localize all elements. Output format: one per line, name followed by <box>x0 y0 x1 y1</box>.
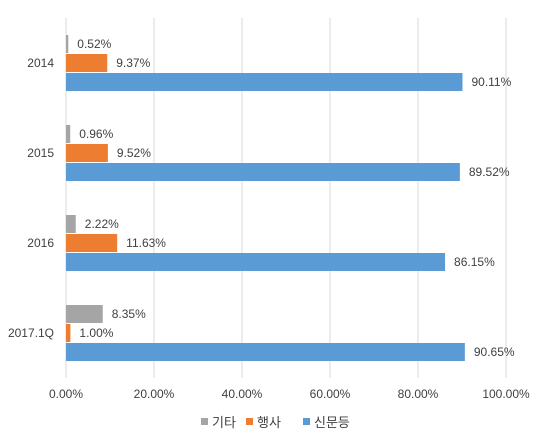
bar <box>66 54 108 72</box>
category-label: 2014 <box>27 56 54 70</box>
x-tick-label: 0.00% <box>49 387 83 401</box>
category-label: 2015 <box>27 146 54 160</box>
data-label: 90.11% <box>471 75 511 89</box>
bar <box>66 163 460 181</box>
category-label: 2017.1Q <box>8 326 54 340</box>
bar <box>66 125 71 143</box>
data-label: 89.52% <box>469 165 510 179</box>
bar <box>66 253 446 271</box>
bar <box>66 144 108 162</box>
bar <box>66 343 465 361</box>
data-label: 11.63% <box>126 236 166 250</box>
legend-label: 기타 <box>212 415 236 430</box>
data-label: 2.22% <box>85 217 119 231</box>
bars: 0.52% 9.37% 90.11% 0.96% 9.52% 89.52% 2.22% 11.… <box>66 35 515 361</box>
legend-label: 신문등 <box>314 415 350 430</box>
bar <box>66 234 118 252</box>
data-label: 90.65% <box>474 345 515 359</box>
data-label: 1.00% <box>79 326 113 340</box>
x-axis: 0.00% 20.00% 40.00% 60.00% 80.00% 100.00% <box>49 387 530 401</box>
bar <box>66 305 103 323</box>
x-tick-label: 40.00% <box>222 387 263 401</box>
legend: 기타 행사 신문등 <box>201 415 350 430</box>
data-label: 0.96% <box>79 127 113 141</box>
legend-swatch <box>201 418 208 425</box>
legend-swatch <box>303 418 310 425</box>
legend-swatch <box>246 418 253 425</box>
data-label: 9.52% <box>117 146 151 160</box>
data-label: 0.52% <box>77 37 111 51</box>
data-label: 8.35% <box>112 307 146 321</box>
x-tick-label: 20.00% <box>134 387 175 401</box>
x-tick-label: 60.00% <box>310 387 351 401</box>
x-tick-label: 80.00% <box>398 387 439 401</box>
bar <box>66 35 69 53</box>
bar <box>66 324 71 342</box>
bar <box>66 73 463 91</box>
bar <box>66 215 76 233</box>
legend-label: 행사 <box>257 415 281 430</box>
category-label: 2016 <box>27 236 54 250</box>
data-label: 9.37% <box>116 56 150 70</box>
gridlines <box>65 18 507 378</box>
x-tick-label: 100.00% <box>482 387 530 401</box>
data-label: 86.15% <box>454 255 495 269</box>
y-axis: 2014 2015 2016 2017.1Q <box>8 56 54 340</box>
